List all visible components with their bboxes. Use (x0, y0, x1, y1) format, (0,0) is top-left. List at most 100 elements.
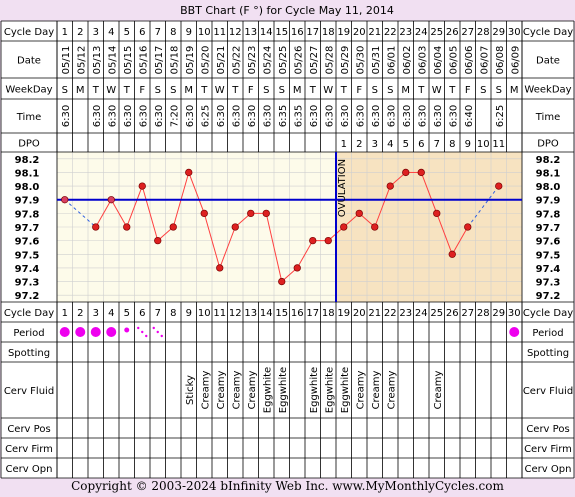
weekday-21: S (372, 85, 378, 96)
temp-line-segment (188, 172, 205, 214)
weekday-6: F (139, 85, 145, 96)
time-3: 6:30 (92, 105, 103, 127)
y-axis-right-panel (522, 152, 574, 302)
cerv-fluid-20: Creamy (355, 371, 366, 410)
y-tick-left: 97.4 (15, 264, 40, 275)
cerv-fluid-12: Creamy (231, 371, 242, 410)
cycle-day-bottom-29: 29 (492, 308, 505, 319)
temp-line-segment (95, 199, 112, 228)
temp-point-day-19 (340, 223, 348, 231)
weekday-8: S (170, 85, 176, 96)
time-21: 6:30 (371, 105, 382, 127)
row-label-right-date: Date (536, 56, 560, 67)
cycle-day-bottom-2: 2 (77, 308, 83, 319)
date-16: 05/26 (293, 46, 304, 75)
y-tick-right: 97.3 (536, 278, 561, 289)
date-10: 05/20 (200, 46, 211, 75)
cycle-day-bottom-15: 15 (275, 308, 288, 319)
cycle-day-3: 3 (93, 27, 99, 38)
cycle-day-bottom-20: 20 (353, 308, 366, 319)
temp-point-day-25 (433, 209, 441, 218)
temp-point-day-16 (293, 264, 301, 272)
time-17: 6:30 (309, 105, 320, 127)
temp-point-day-15 (278, 277, 286, 286)
date-30: 06/09 (510, 46, 521, 75)
date-7: 05/17 (154, 46, 165, 75)
weekday-13: F (248, 85, 254, 96)
date-27: 06/06 (464, 46, 475, 75)
row-label-left-cerv_firm: Cerv Firm (5, 444, 53, 455)
row-bg-cerv_opn (1, 458, 574, 478)
cycle-day-18: 18 (322, 27, 335, 38)
period-heavy-3 (90, 327, 101, 337)
cycle-day-bottom-13: 13 (244, 308, 257, 319)
time-25: 6:30 (433, 105, 444, 127)
row-label-right-cerv_firm: Cerv Firm (524, 444, 572, 455)
cycle-day-bottom-26: 26 (446, 308, 459, 319)
time-16: 6:35 (293, 105, 304, 127)
date-29: 06/08 (495, 46, 506, 75)
period-spot-6 (145, 334, 148, 338)
y-tick-right: 97.9 (536, 196, 561, 207)
cycle-day-bottom-17: 17 (306, 308, 319, 319)
weekday-23: M (401, 85, 410, 96)
row-bg-cycle_day2 (1, 302, 574, 322)
y-tick-right: 97.2 (536, 291, 561, 302)
temp-point-day-12 (231, 223, 239, 231)
period-spot-7 (156, 330, 159, 334)
cycle-day-bottom-5: 5 (124, 308, 130, 319)
row-label-right-cerv_pos: Cerv Pos (526, 424, 569, 435)
cycle-day-bottom-28: 28 (477, 308, 490, 319)
cycle-day-bottom-30: 30 (508, 308, 521, 319)
footer-copyright: Copyright © 2003-2024 bInfinity Web Inc.… (71, 479, 504, 493)
time-9: 6:30 (185, 105, 196, 127)
row-bg-weekday (1, 78, 574, 99)
row-bg-dpo (1, 133, 574, 152)
row-label-right-weekday: WeekDay (524, 85, 571, 96)
row-label-right-cerv_fluid: Cerv Fluid (523, 386, 573, 397)
cycle-day-11: 11 (213, 27, 226, 38)
cycle-day-bottom-19: 19 (337, 308, 350, 319)
cycle-day-29: 29 (492, 27, 505, 38)
cerv-fluid-10: Creamy (200, 371, 211, 410)
temp-line-segment (219, 226, 236, 269)
cycle-day-bottom-10: 10 (198, 308, 211, 319)
temp-point-day-20 (355, 209, 363, 218)
y-axis-left-panel (1, 152, 57, 302)
cycle-day-bottom-4: 4 (108, 308, 114, 319)
date-20: 05/30 (355, 46, 366, 75)
date-15: 05/25 (278, 46, 289, 75)
cerv-fluid-25: Creamy (433, 371, 444, 410)
cycle-day-7: 7 (155, 27, 161, 38)
y-tick-right: 98.2 (536, 155, 561, 166)
y-tick-right: 98.1 (536, 168, 561, 179)
dpo-23: 5 (403, 139, 409, 150)
time-13: 6:30 (247, 105, 258, 127)
weekday-5: T (123, 85, 131, 96)
dpo-28: 10 (477, 139, 490, 150)
period-heavy-1 (59, 327, 70, 337)
dpo-24: 6 (418, 139, 424, 150)
weekday-2: M (76, 85, 85, 96)
cycle-day-13: 13 (244, 27, 257, 38)
time-20: 6:30 (355, 105, 366, 127)
date-28: 06/07 (479, 46, 490, 75)
date-6: 05/16 (138, 46, 149, 75)
period-spot-6 (137, 326, 140, 330)
cycle-day-12: 12 (229, 27, 242, 38)
cycle-day-17: 17 (306, 27, 319, 38)
cycle-day-5: 5 (124, 27, 130, 38)
weekday-15: S (279, 85, 285, 96)
time-12: 6:30 (231, 105, 242, 127)
temp-point-day-6 (138, 182, 146, 190)
temp-line-segment (126, 185, 143, 228)
temp-line-segment (141, 185, 159, 241)
time-4: 6:30 (107, 105, 118, 127)
cycle-day-8: 8 (170, 27, 176, 38)
row-bg-spotting (1, 342, 574, 362)
cycle-day-bottom-25: 25 (430, 308, 443, 319)
temp-point-day-11 (216, 264, 224, 272)
cycle-day-10: 10 (198, 27, 211, 38)
row-bg-period (1, 322, 574, 342)
